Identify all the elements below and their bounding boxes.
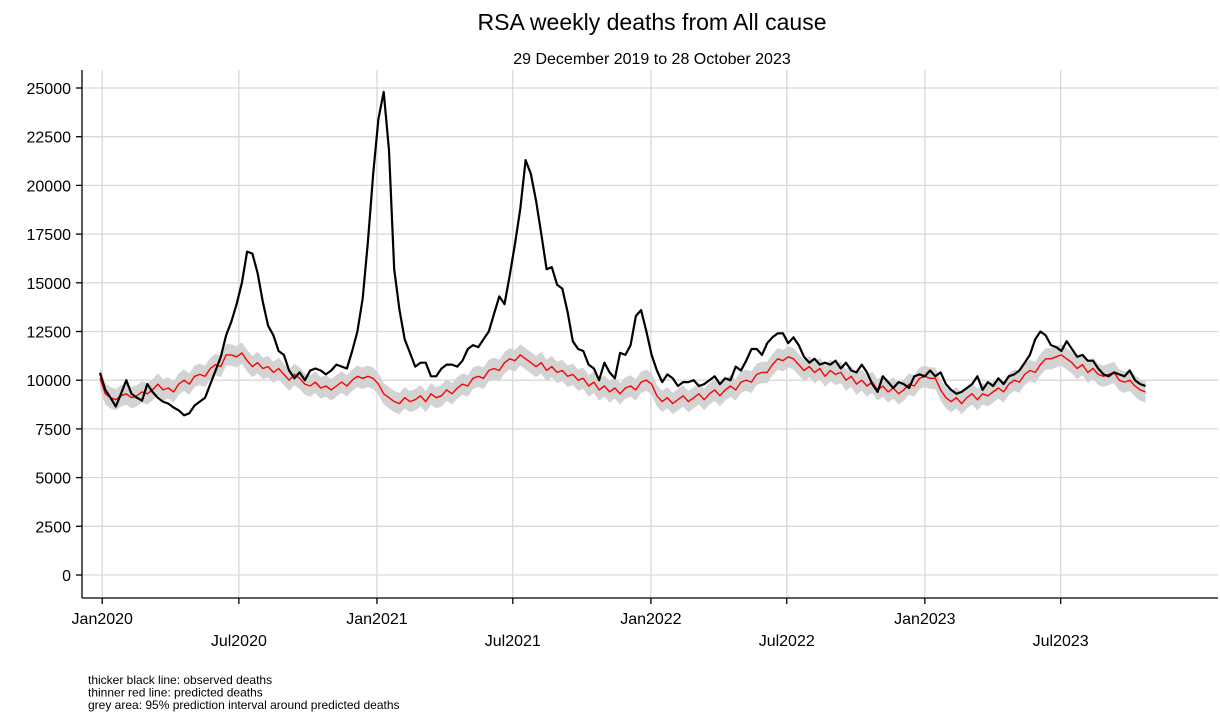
x-tick-label: Jul2022 [759,633,815,650]
y-tick-label: 7500 [35,422,71,439]
y-tick-label: 10000 [27,373,72,390]
x-tick-label: Jan2022 [620,611,681,628]
x-tick-label: Jan2021 [346,611,407,628]
y-tick-label: 25000 [27,81,72,98]
x-tick-label: Jan2020 [72,611,133,628]
chart-note: thinner red line: predicted deaths [88,686,263,700]
predicted-deaths-line [99,352,1146,405]
prediction-interval-area [100,342,1146,415]
y-tick-label: 12500 [27,325,72,342]
x-tick-label: Jan2023 [894,611,955,628]
y-tick-label: 20000 [27,178,72,195]
x-tick-label: Jul2020 [211,633,267,650]
chart-notes: thicker black line: observed deathsthinn… [88,673,400,712]
chart-note: grey area: 95% prediction interval aroun… [88,698,400,712]
x-tick-label: Jul2021 [485,633,541,650]
grid-lines [82,70,1218,598]
y-tick-label: 2500 [35,519,71,536]
y-tick-label: 17500 [27,227,72,244]
y-tick-label: 15000 [27,276,72,293]
observed-deaths-line [98,90,1146,417]
chart-title: RSA weekly deaths from All cause [478,9,827,35]
y-tick-label: 22500 [27,130,72,147]
chart-subtitle: 29 December 2019 to 28 October 2023 [513,51,791,68]
x-tick-label: Jul2023 [1033,633,1089,650]
prediction-interval-band [100,342,1146,415]
y-tick-label: 0 [62,568,71,585]
axes: 0 2500 5000 7500 10000 12500 15000 17500 20000 22… [27,70,1218,650]
chart-note: thicker black line: observed deaths [88,673,272,687]
y-tick-label: 5000 [35,471,71,488]
series-lines [98,90,1146,417]
